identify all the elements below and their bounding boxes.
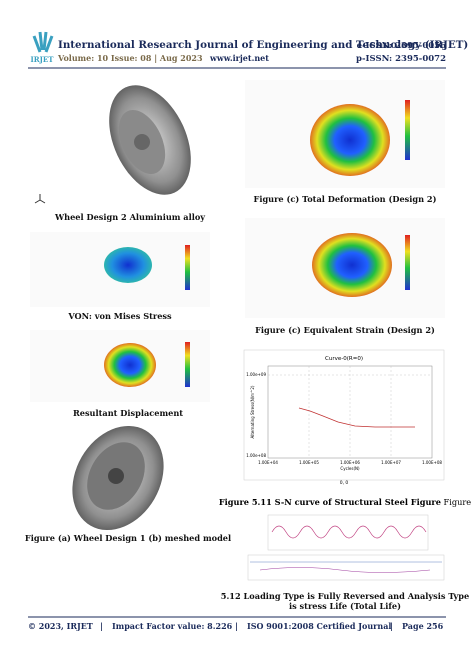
separator: | xyxy=(390,621,393,631)
y-tick-label: 1.00e+08 xyxy=(246,453,266,458)
x-tick-label: 1.00E+08 xyxy=(422,460,442,465)
separator: | xyxy=(100,621,103,631)
caption: Figure (c) Total Deformation (Design 2) xyxy=(254,194,437,204)
impact-factor: Impact Factor value: 8.226 xyxy=(112,621,233,631)
footer: © 2023, IRJET | Impact Factor value: 8.2… xyxy=(28,616,446,631)
caption: Figure (a) Wheel Design 1 (b) meshed mod… xyxy=(25,533,231,543)
copyright: © 2023, IRJET xyxy=(28,621,93,631)
logo: IRJET xyxy=(31,31,55,64)
logo-text: IRJET xyxy=(31,55,55,64)
figure-total-deformation xyxy=(245,80,445,188)
website: www.irjet.net xyxy=(209,53,269,63)
caption: is stress Life (Total Life) xyxy=(289,601,401,611)
figure-resultant-displacement xyxy=(30,330,210,402)
figure-wheel-design-2 xyxy=(34,85,191,204)
y-tick-label: 1.00e+09 xyxy=(246,372,266,377)
caption: Figure (c) Equivalent Strain (Design 2) xyxy=(255,325,435,335)
sn-chart: Curve-0(R=0) 1.00e+09 1.00e+08 1.00E+04 … xyxy=(243,349,445,486)
figure-equivalent-strain xyxy=(245,218,445,318)
caption: 5.12 Loading Type is Fully Reversed and … xyxy=(221,591,470,601)
figure-von-mises xyxy=(30,232,210,307)
y-axis-label: Alternating Stress(N/m^2) xyxy=(250,385,255,438)
header: IRJET International Research Journal of … xyxy=(28,31,468,69)
p-issn: p-ISSN: 2395-0072 xyxy=(356,54,446,64)
journal-title: International Research Journal of Engine… xyxy=(58,39,468,51)
x-tick-label: 1.00E+05 xyxy=(299,460,319,465)
caption-bold: Figure 5.11 S-N curve of Structural Stee… xyxy=(219,497,441,507)
caption: Resultant Displacement xyxy=(73,408,183,418)
iso: ISO 9001:2008 Certified Journal xyxy=(247,621,391,631)
x-axis-label: Cycles(N) xyxy=(340,466,360,471)
x-tick-label: 1.00E+04 xyxy=(258,460,278,465)
caption-plain: Figure xyxy=(444,497,472,507)
figure-wheel-design-1 xyxy=(72,425,164,531)
separator: | xyxy=(235,621,238,631)
page-number: Page 256 xyxy=(402,621,444,631)
figure-loading xyxy=(247,514,445,581)
caption: VON: von Mises Stress xyxy=(67,311,172,321)
volume: Volume: 10 Issue: 08 | Aug 2023 xyxy=(57,53,203,63)
chart-title: Curve-0(R=0) xyxy=(325,356,363,362)
e-issn: e-ISSN: 2395-0056 xyxy=(357,41,446,51)
caption: Wheel Design 2 Aluminium alloy xyxy=(54,212,205,222)
caption: Figure 5.11 S-N curve of Structural Stee… xyxy=(219,497,471,507)
chart-note: 0, 0 xyxy=(340,480,349,486)
x-tick-label: 1.00E+07 xyxy=(381,460,401,465)
x-tick-label: 1.00E+06 xyxy=(340,460,360,465)
